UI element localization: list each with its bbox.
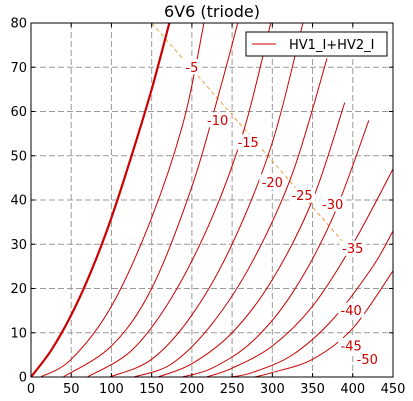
curve-grid-minus-5: [40, 22, 205, 378]
y-tick-label: 0: [19, 371, 27, 386]
curve-grid-minus-30: [157, 102, 346, 378]
curve-label: -30: [322, 198, 343, 213]
curve-label-bg: [204, 112, 231, 128]
x-tick-label: 200: [179, 382, 204, 397]
curve-label: -50: [357, 353, 378, 368]
curve-label-bg: [182, 59, 201, 75]
y-tick-label: 80: [10, 17, 27, 32]
curve-grid-0: [30, 22, 171, 378]
curve-grid-minus-25: [133, 58, 328, 378]
curve-label: -5: [185, 61, 198, 76]
curve-label-bg: [235, 134, 262, 150]
curve-grid-minus-50: [254, 270, 394, 378]
y-tick-label: 40: [10, 194, 27, 209]
x-tick-label: 50: [63, 382, 80, 397]
y-tick-label: 10: [10, 326, 27, 341]
curve-grid-minus-20: [109, 22, 304, 378]
x-tick-label: 100: [99, 382, 124, 397]
legend-entry: HV1_I+HV2_I: [289, 38, 374, 53]
curve-grid-minus-15: [87, 22, 272, 378]
y-tick-label: 30: [10, 238, 27, 253]
curve-label-bg: [339, 240, 366, 256]
y-tick-label: 70: [10, 61, 27, 76]
curve-label: -20: [262, 176, 283, 191]
curve-label-bg: [289, 187, 316, 203]
curve-label-bg: [338, 302, 365, 318]
legend: HV1_I+HV2_I: [245, 31, 388, 57]
x-tick-label: 400: [340, 382, 365, 397]
curve-grid-minus-45: [230, 230, 394, 378]
x-tick-label: 150: [139, 382, 164, 397]
curve-grid-minus-40: [206, 168, 394, 378]
x-tick-label: 450: [381, 382, 406, 397]
x-tick-label: 0: [27, 382, 35, 397]
curve-label: -35: [342, 242, 363, 257]
curve-grid-minus-35: [182, 120, 370, 378]
curve-grid-minus-10: [62, 22, 239, 378]
curve-label-bg: [338, 338, 365, 354]
x-tick-label: 350: [300, 382, 325, 397]
curve-label: -45: [341, 340, 362, 355]
curve-labels: -5 -10 -15 -20 -25 -30 -35 -40 -45-50: [182, 59, 381, 368]
x-tick-label: 250: [220, 382, 245, 397]
curve-label-bg: [319, 196, 346, 212]
axis-ticks: 0 50 100 150 200 250 300 350 400 450 0 10 20 30 40 50 60…: [10, 17, 405, 398]
curve-label: -10: [207, 114, 228, 129]
curve-label-bg: [259, 174, 286, 190]
y-tick-label: 50: [10, 149, 27, 164]
curve-series: [30, 22, 394, 378]
curve-label: -40: [341, 304, 362, 319]
curve-label-bg: [354, 351, 381, 367]
curve-label: -15: [238, 136, 259, 151]
chart-title: 6V6 (triode): [164, 2, 260, 21]
curve-label: -25: [291, 189, 312, 204]
y-tick-label: 20: [10, 282, 27, 297]
x-tick-label: 300: [260, 382, 285, 397]
y-tick-label: 60: [10, 105, 27, 120]
